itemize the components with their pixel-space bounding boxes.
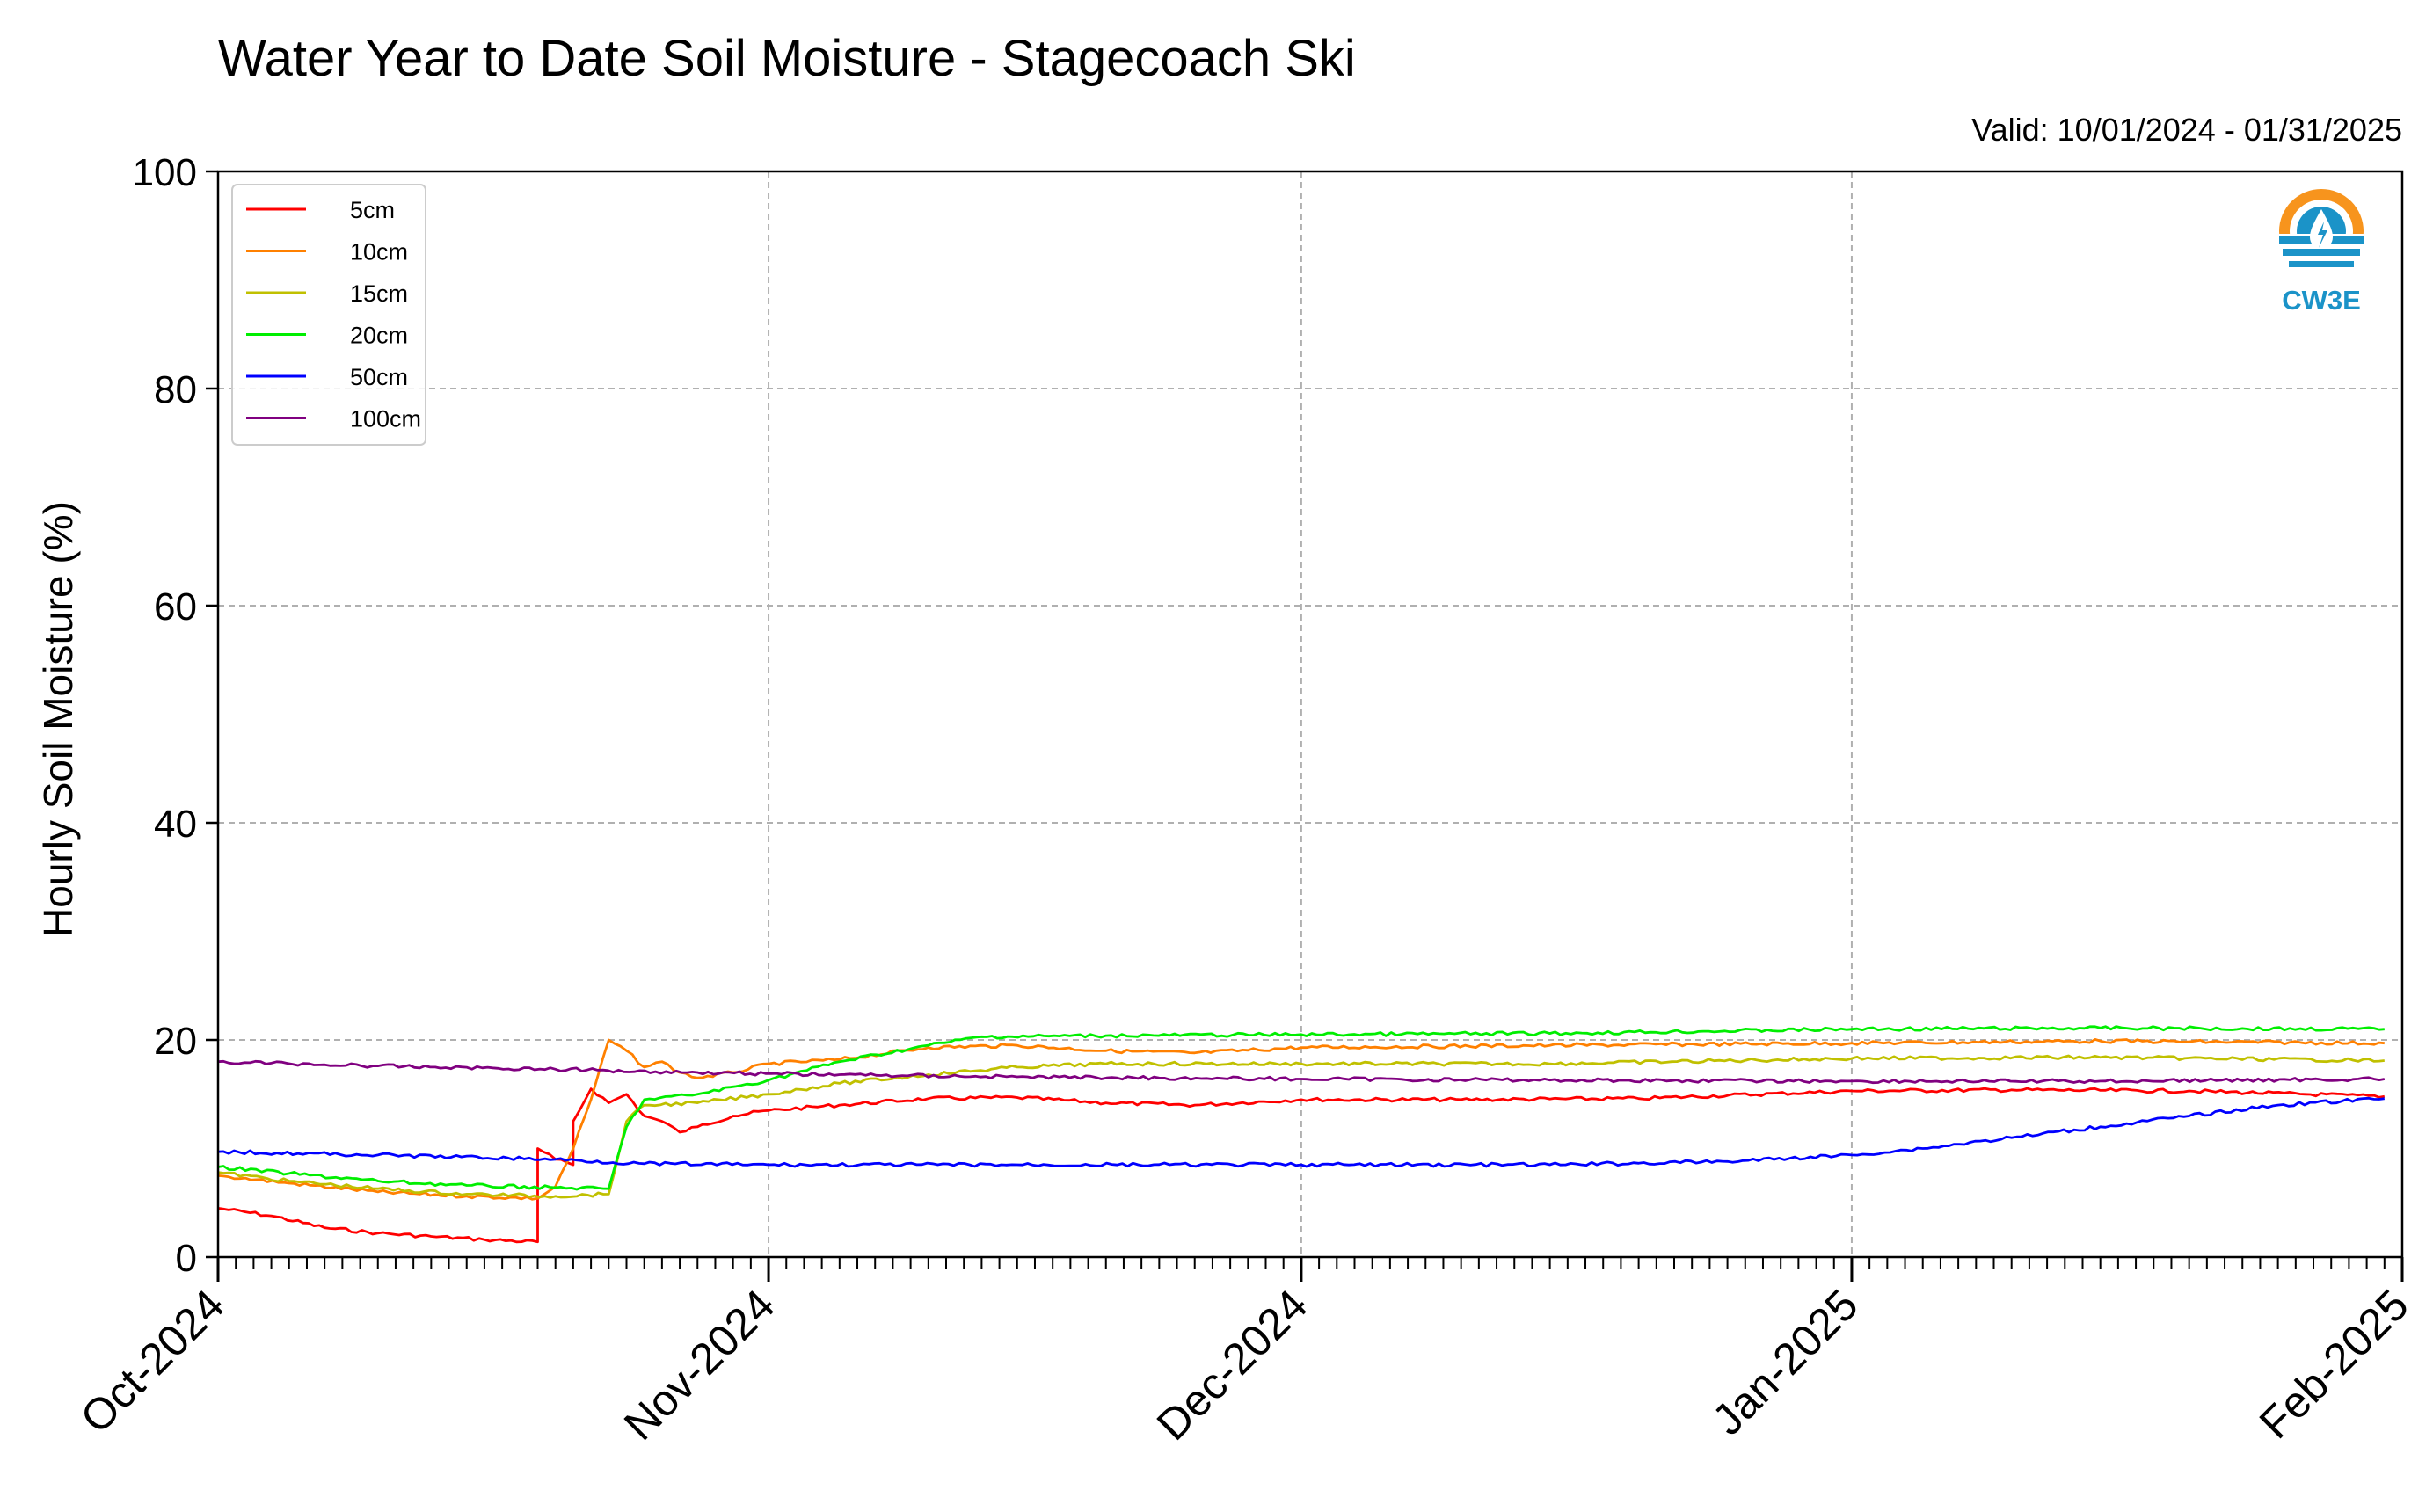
plot-frame bbox=[216, 170, 2404, 1259]
legend: 5cm 10cm 15cm 20cm 50cm 100cm bbox=[231, 184, 426, 446]
series-line-10cm bbox=[217, 1038, 2385, 1201]
valid-range: Valid: 10/01/2024 - 01/31/2025 bbox=[1971, 112, 2402, 148]
chart-title: Water Year to Date Soil Moisture - Stage… bbox=[218, 30, 1356, 87]
legend-label: 15cm bbox=[350, 280, 408, 307]
legend-label: 10cm bbox=[350, 239, 408, 265]
series-lines bbox=[217, 1025, 2386, 1244]
series-line-15cm bbox=[217, 1054, 2385, 1199]
y-tick-label: 60 bbox=[154, 585, 197, 629]
x-tick-label: Oct-2024 bbox=[71, 1280, 234, 1443]
x-tick-label: Nov-2024 bbox=[615, 1280, 784, 1450]
x-tick-label: Dec-2024 bbox=[1147, 1280, 1317, 1450]
x-tick-label: Jan-2025 bbox=[1703, 1280, 1868, 1444]
series-line-100cm bbox=[217, 1059, 2386, 1085]
legend-label: 20cm bbox=[350, 323, 408, 349]
y-tick-label: 0 bbox=[176, 1237, 197, 1280]
y-tick-label: 100 bbox=[133, 151, 197, 194]
y-axis-label: Hourly Soil Moisture (%) bbox=[35, 501, 81, 937]
y-tick-label: 40 bbox=[154, 803, 197, 846]
legend-label: 100cm bbox=[350, 406, 421, 433]
grid bbox=[217, 171, 2403, 1258]
series-line-50cm bbox=[217, 1096, 2385, 1168]
series-line-20cm bbox=[217, 1025, 2385, 1191]
y-tick-labels: 0 20 40 60 80 100 bbox=[133, 151, 197, 1280]
x-tick-label: Feb-2025 bbox=[2250, 1280, 2418, 1448]
x-tick-labels: Oct-2024 Nov-2024 Dec-2024 Jan-2025 Feb-2025 bbox=[71, 1280, 2418, 1450]
legend-label: 50cm bbox=[350, 364, 408, 390]
axes bbox=[206, 170, 2404, 1282]
series-line-5cm bbox=[217, 1087, 2386, 1244]
cw3e-logo: CW3E bbox=[2277, 189, 2365, 316]
logo-text: CW3E bbox=[2282, 285, 2361, 316]
y-tick-label: 80 bbox=[154, 368, 197, 411]
water-drop-icon bbox=[2277, 189, 2365, 280]
legend-label: 5cm bbox=[350, 197, 395, 223]
y-tick-label: 20 bbox=[154, 1020, 197, 1063]
